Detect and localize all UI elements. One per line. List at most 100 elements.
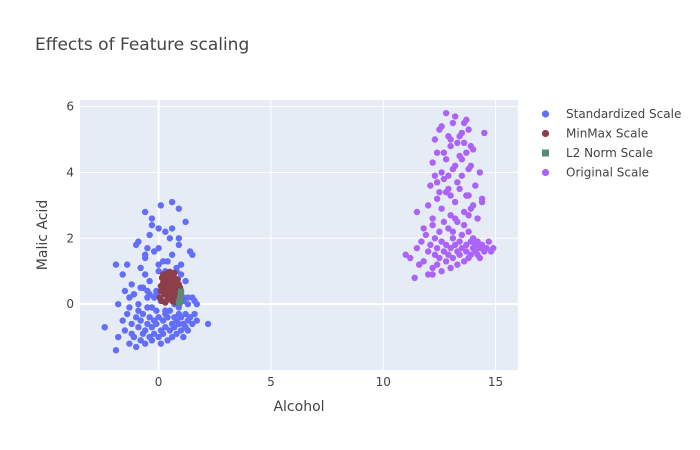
legend-item[interactable]: MinMax Scale: [541, 127, 648, 141]
data-point: [132, 314, 140, 321]
data-point: [424, 202, 432, 209]
data-point: [141, 271, 149, 278]
data-point: [465, 212, 472, 219]
data-point: [440, 218, 448, 226]
data-point: [438, 238, 445, 245]
data-point: [139, 284, 147, 291]
data-point: [137, 264, 144, 272]
data-point: [155, 314, 162, 321]
data-point: [148, 337, 156, 344]
data-point: [447, 142, 454, 150]
data-point: [427, 241, 434, 249]
data-point: [137, 317, 144, 324]
data-point: [433, 195, 441, 202]
data-point: [402, 251, 409, 258]
legend-label: L2 Norm Scale: [566, 146, 653, 160]
data-point: [454, 179, 461, 186]
data-point: [465, 165, 472, 173]
data-point: [171, 323, 178, 331]
data-point: [456, 185, 463, 193]
data-point: [449, 119, 457, 127]
data-point: [476, 169, 484, 176]
data-point: [433, 149, 441, 156]
data-point: [146, 277, 153, 285]
data-point: [411, 274, 418, 282]
data-point: [413, 244, 421, 252]
data-point: [177, 327, 185, 334]
data-point: [189, 320, 196, 328]
data-point: [119, 317, 126, 324]
data-point: [449, 254, 457, 262]
data-point: [112, 347, 120, 354]
data-point: [440, 248, 448, 255]
data-point: [123, 261, 131, 268]
data-point: [431, 136, 439, 143]
y-tick-label: 6: [66, 100, 74, 114]
data-point: [442, 258, 450, 265]
data-point: [474, 238, 481, 245]
data-point: [463, 248, 470, 255]
data-point: [447, 244, 454, 252]
data-point: [424, 271, 432, 278]
data-point: [429, 221, 436, 229]
legend-label: Original Scale: [566, 166, 649, 180]
data-point: [155, 333, 162, 341]
data-point: [175, 205, 183, 212]
data-point: [485, 238, 492, 245]
data-point: [135, 307, 142, 314]
data-point: [442, 241, 450, 249]
data-point: [456, 251, 463, 258]
data-point: [166, 291, 174, 298]
data-point: [460, 119, 468, 127]
data-point: [467, 142, 475, 150]
data-point: [144, 244, 151, 252]
data-point: [162, 299, 169, 306]
data-point: [144, 320, 151, 328]
series-l2-norm-scale: [175, 288, 185, 306]
data-point: [451, 113, 459, 120]
data-point: [139, 310, 147, 318]
data-point: [429, 215, 436, 222]
data-point: [469, 235, 477, 242]
data-point: [130, 333, 138, 341]
data-point: [175, 235, 183, 242]
axis-ticks: 0 5 10 15 0 2 4 6: [66, 100, 503, 389]
data-point: [465, 126, 472, 133]
data-point: [164, 337, 171, 344]
data-point: [467, 251, 475, 258]
data-point: [447, 192, 454, 199]
data-point: [168, 333, 176, 341]
data-point: [186, 314, 194, 321]
data-point: [161, 274, 168, 282]
data-point: [438, 268, 445, 275]
data-point: [165, 277, 172, 285]
data-point: [148, 215, 156, 222]
data-point: [440, 175, 448, 183]
data-point: [436, 254, 443, 262]
data-point: [463, 192, 470, 199]
data-point: [177, 261, 185, 268]
data-point: [166, 307, 174, 314]
data-point: [463, 149, 470, 156]
legend-item[interactable]: Original Scale: [541, 166, 649, 180]
data-point: [445, 172, 452, 179]
x-tick-label: 15: [488, 375, 503, 389]
data-point: [431, 235, 439, 242]
data-point: [481, 129, 488, 137]
data-points: [101, 109, 497, 354]
data-point: [472, 182, 479, 189]
data-point: [101, 323, 108, 331]
data-point: [128, 320, 135, 328]
data-point: [460, 208, 468, 216]
data-point: [456, 238, 463, 245]
legend-item[interactable]: Standardized Scale: [541, 107, 681, 121]
y-tick-label: 2: [66, 231, 74, 245]
data-point: [153, 307, 160, 314]
data-point: [137, 337, 144, 344]
data-point: [170, 274, 177, 282]
data-point: [465, 228, 472, 235]
legend-item[interactable]: L2 Norm Scale: [542, 146, 653, 160]
data-point: [159, 330, 167, 337]
data-point: [478, 198, 486, 206]
data-point: [182, 277, 189, 285]
